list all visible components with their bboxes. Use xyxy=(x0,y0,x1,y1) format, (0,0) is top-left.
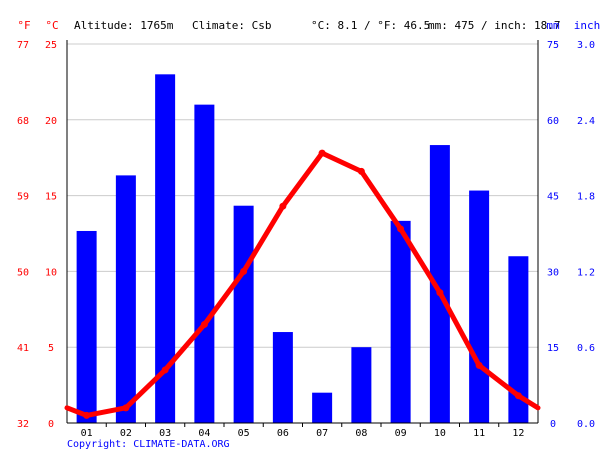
inch-tick-0.0: 0.0 xyxy=(577,419,595,430)
mm-tick-30: 30 xyxy=(547,267,559,278)
precip-bar-07 xyxy=(312,392,333,423)
temperature-polyline xyxy=(64,150,541,418)
fahrenheit-tick-50: 50 xyxy=(17,267,29,278)
mm-tick-0: 0 xyxy=(550,419,556,430)
x-tick-label-08: 08 xyxy=(355,428,367,439)
x-tick-label-02: 02 xyxy=(120,428,132,439)
altitude-label: Altitude: 1765m xyxy=(74,19,174,32)
x-tick-label-09: 09 xyxy=(395,428,407,439)
mm-tick-60: 60 xyxy=(547,116,559,127)
tick-labels: 01 02 03 04 05 06 07 08 09 10 11 123241505968770510… xyxy=(17,40,595,439)
temperature-line xyxy=(64,149,541,419)
temp-point-10 xyxy=(436,289,444,297)
x-tick-label-12: 12 xyxy=(512,428,524,439)
copyright: Copyright: CLIMATE-DATA.ORG xyxy=(67,439,230,450)
precip-bar-01 xyxy=(76,230,97,423)
fahrenheit-tick-68: 68 xyxy=(17,116,29,127)
precip-bar-05 xyxy=(233,205,254,423)
temp-point-02 xyxy=(122,404,130,412)
precip-bar-02 xyxy=(115,175,136,423)
temp-point-07 xyxy=(318,149,326,157)
fahrenheit-unit: °F xyxy=(17,19,30,32)
temp-point-09 xyxy=(397,225,405,233)
celsius-unit: °C xyxy=(45,19,58,32)
precipitation-summary: mm: 475 / inch: 18.7 xyxy=(428,19,560,32)
precip-bar-11 xyxy=(469,190,490,423)
mm-unit: mm xyxy=(546,19,560,32)
celsius-tick-25: 25 xyxy=(45,40,57,51)
temp-point-11 xyxy=(475,361,483,369)
gridlines xyxy=(67,43,538,348)
mm-tick-45: 45 xyxy=(547,192,559,203)
mm-tick-75: 75 xyxy=(547,40,559,51)
inch-tick-2.4: 2.4 xyxy=(577,116,595,127)
celsius-tick-5: 5 xyxy=(48,343,54,354)
inch-tick-1.8: 1.8 xyxy=(577,192,595,203)
climate-label: Climate: Csb xyxy=(192,19,271,32)
inch-tick-1.2: 1.2 xyxy=(577,267,595,278)
temp-point-01 xyxy=(83,411,91,419)
precip-bar-10 xyxy=(429,145,450,424)
precipitation-bars xyxy=(76,74,529,424)
x-tick-label-04: 04 xyxy=(198,428,210,439)
mm-tick-15: 15 xyxy=(547,343,559,354)
precip-bar-06 xyxy=(272,332,293,423)
fahrenheit-tick-59: 59 xyxy=(17,192,29,203)
inch-unit: inch xyxy=(574,19,601,32)
precip-bar-08 xyxy=(351,347,372,423)
x-tick-label-06: 06 xyxy=(277,428,289,439)
fahrenheit-tick-41: 41 xyxy=(17,343,29,354)
precip-bar-03 xyxy=(155,74,176,423)
precip-bar-09 xyxy=(390,220,411,423)
x-tick-label-05: 05 xyxy=(238,428,250,439)
temp-point-04 xyxy=(200,320,208,328)
celsius-tick-10: 10 xyxy=(45,267,57,278)
precip-bar-04 xyxy=(194,104,215,423)
x-tick-label-07: 07 xyxy=(316,428,328,439)
temperature-summary: °C: 8.1 / °F: 46.5 xyxy=(311,19,430,32)
x-tick-label-01: 01 xyxy=(81,428,93,439)
x-tick-label-10: 10 xyxy=(434,428,446,439)
temp-point-06 xyxy=(279,202,287,210)
celsius-tick-15: 15 xyxy=(45,192,57,203)
temp-point-05 xyxy=(240,267,248,275)
fahrenheit-tick-32: 32 xyxy=(17,419,29,430)
precip-bar-12 xyxy=(508,256,529,423)
celsius-tick-0: 0 xyxy=(48,419,54,430)
x-tick-label-11: 11 xyxy=(473,428,485,439)
temp-point-12 xyxy=(514,392,522,400)
celsius-tick-20: 20 xyxy=(45,116,57,127)
inch-tick-0.6: 0.6 xyxy=(577,343,595,354)
axes xyxy=(66,40,539,427)
x-tick-label-03: 03 xyxy=(159,428,171,439)
temp-point-08 xyxy=(357,167,365,175)
temp-point-03 xyxy=(161,366,169,374)
inch-tick-3.0: 3.0 xyxy=(577,40,595,51)
fahrenheit-tick-77: 77 xyxy=(17,40,29,51)
